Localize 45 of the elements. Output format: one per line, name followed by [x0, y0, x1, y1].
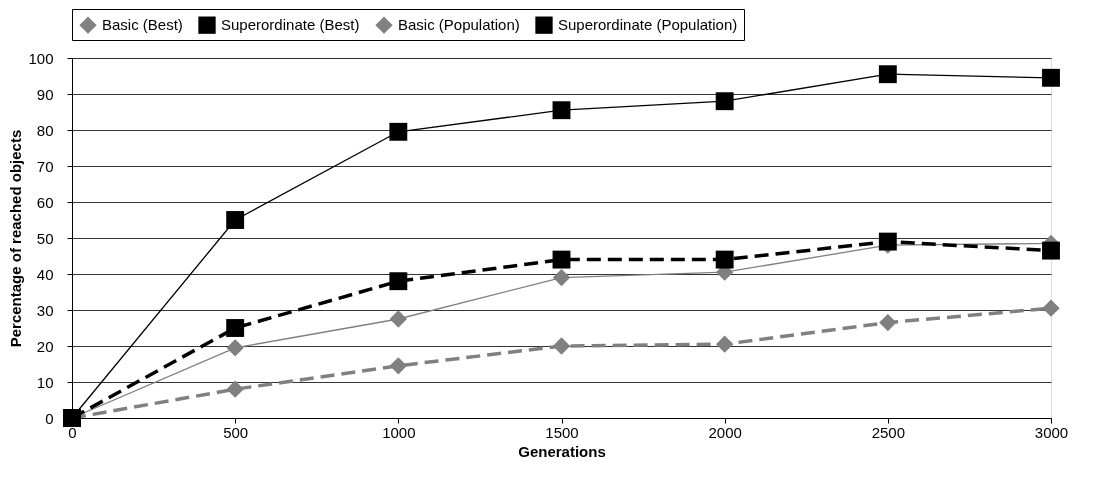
y-tick-label: 60 — [36, 193, 54, 211]
y-tick-label: 80 — [36, 121, 54, 139]
y-tick-label: 40 — [36, 265, 54, 283]
x-tick-label: 2500 — [871, 423, 906, 441]
x-tick-label: 500 — [223, 423, 249, 441]
legend-label: Superordinate (Best) — [221, 16, 360, 34]
x-tick-label: 3000 — [1034, 423, 1069, 441]
point — [389, 310, 407, 328]
point — [226, 339, 244, 357]
point — [389, 272, 408, 291]
x-tick-label: 1000 — [382, 423, 416, 441]
y-tick-label: 10 — [36, 373, 54, 391]
point — [226, 211, 245, 229]
x-tick-label: 0 — [68, 423, 77, 441]
point — [878, 232, 897, 251]
point — [226, 380, 244, 398]
y-axis-title: Percentage of reached objects — [7, 129, 25, 348]
point — [1042, 241, 1060, 260]
point — [1042, 299, 1060, 317]
y-tick-label: 70 — [36, 157, 54, 175]
point — [879, 313, 897, 332]
y-tick-label: 20 — [36, 337, 54, 355]
y-tick-label: 0 — [45, 409, 54, 427]
point — [552, 101, 571, 120]
y-tick-label: 100 — [28, 49, 54, 67]
point — [552, 250, 571, 269]
point — [389, 122, 408, 141]
legend-label: Superordinate (Population) — [558, 16, 738, 34]
x-tick-label: 1500 — [545, 423, 579, 441]
x-axis-title: Generations — [518, 442, 606, 460]
point — [716, 335, 734, 353]
y-tick-label: 90 — [36, 85, 54, 103]
point — [226, 319, 245, 337]
point — [389, 357, 407, 375]
point — [1042, 68, 1060, 87]
x-tick-label: 2000 — [708, 423, 742, 441]
y-tick-label: 30 — [36, 301, 54, 319]
legend-label: Basic (Best) — [102, 16, 183, 34]
point — [552, 337, 571, 355]
point — [715, 92, 734, 111]
legend-label: Basic (Population) — [398, 16, 520, 34]
point — [715, 250, 734, 269]
point — [552, 268, 571, 287]
y-tick-label: 50 — [36, 229, 54, 247]
point — [878, 65, 897, 84]
